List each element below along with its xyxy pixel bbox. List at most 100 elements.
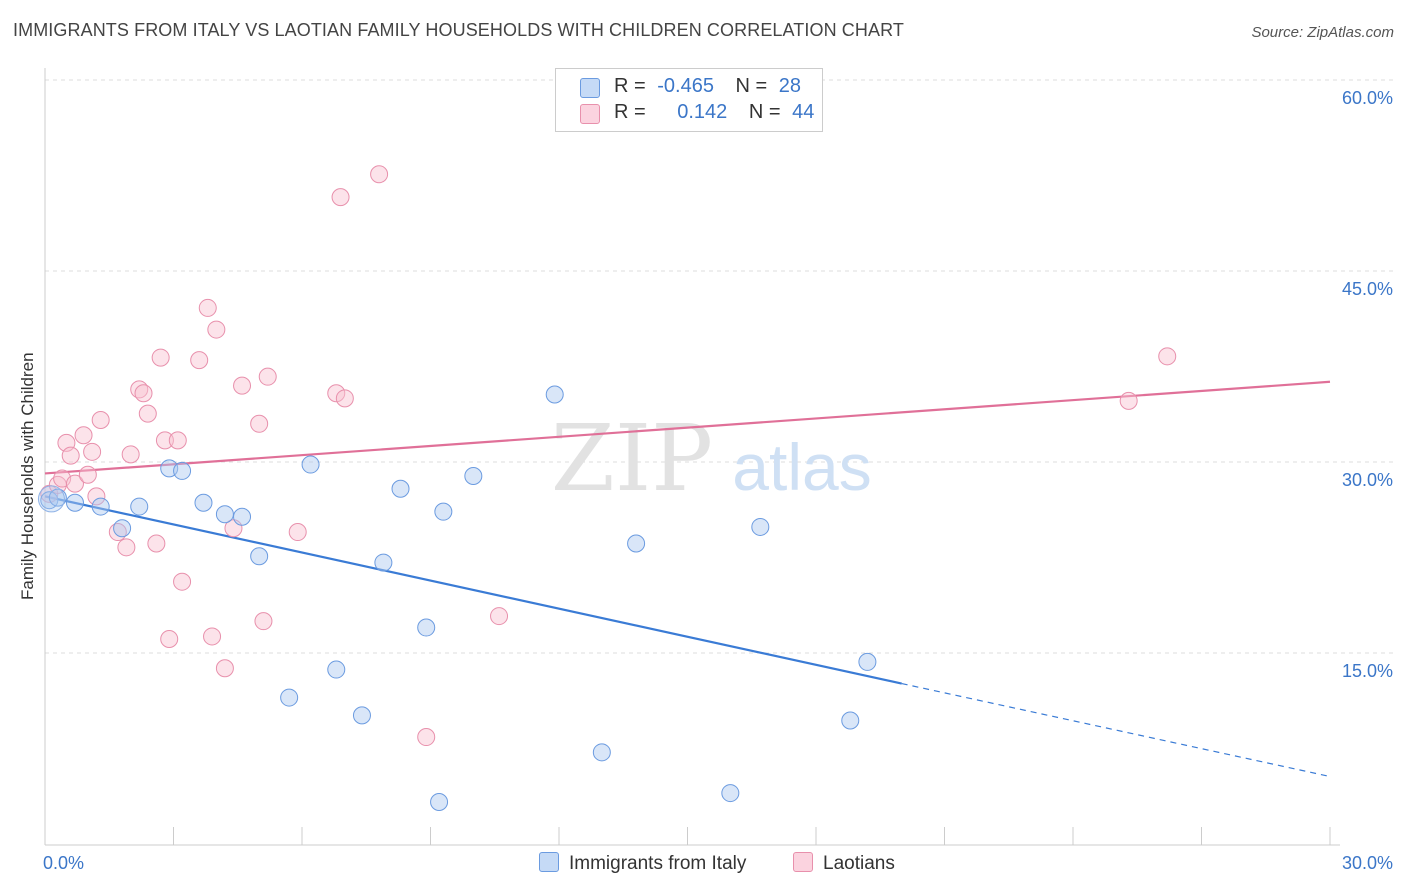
data-point-laotians	[258, 367, 277, 386]
stats-n-value: 28	[778, 75, 802, 97]
y-tick-label: 60.0%	[1342, 88, 1393, 108]
data-point-italy	[130, 497, 149, 516]
data-point-italy	[48, 488, 67, 507]
data-point-laotians	[370, 165, 389, 184]
source-label: Source: ZipAtlas.com	[1251, 24, 1394, 41]
stats-swatch-italy	[580, 78, 600, 98]
stats-r-value: -0.465	[657, 75, 714, 97]
legend-item-laotians[interactable]: Laotians	[793, 852, 895, 875]
data-point-italy	[352, 706, 371, 725]
data-point-laotians	[151, 348, 170, 367]
y-tick-label: 45.0%	[1342, 279, 1393, 299]
data-point-laotians	[160, 629, 179, 648]
point-layer	[37, 165, 1177, 811]
data-point-italy	[215, 505, 234, 524]
data-point-laotians	[327, 384, 346, 403]
legend-swatch-italy	[539, 852, 559, 872]
data-point-laotians	[190, 351, 209, 370]
data-point-italy	[194, 493, 213, 512]
data-point-italy	[374, 553, 393, 572]
data-point-italy	[65, 493, 84, 512]
x-tick-label: 0.0%	[43, 853, 84, 873]
trend-line-italy-extension	[901, 682, 1331, 778]
data-point-laotians	[168, 431, 187, 450]
trend-layer	[44, 380, 1331, 778]
stats-n-label: N =	[748, 101, 781, 123]
x-tick-label: 30.0%	[1342, 853, 1393, 873]
data-point-laotians	[335, 389, 354, 408]
stats-n-label: N =	[735, 75, 768, 97]
data-point-italy	[233, 507, 252, 526]
data-point-laotians	[490, 607, 509, 626]
data-point-italy	[592, 743, 611, 762]
legend-swatch-laotians	[793, 852, 813, 872]
data-point-italy	[250, 547, 269, 566]
data-point-italy-cluster	[37, 485, 65, 513]
data-point-laotians	[134, 384, 153, 403]
stats-swatch-laotians	[580, 104, 600, 124]
data-point-laotians	[83, 442, 102, 461]
watermark-atlas: atlas	[732, 430, 871, 504]
data-point-laotians	[250, 414, 269, 433]
data-point-italy	[280, 688, 299, 707]
data-point-italy	[327, 660, 346, 679]
data-point-laotians	[91, 410, 110, 429]
data-point-laotians	[78, 465, 97, 484]
stats-r-label: R =	[614, 75, 646, 97]
data-point-laotians	[233, 376, 252, 395]
legend-label-italy: Immigrants from Italy	[569, 853, 747, 874]
data-point-laotians	[254, 612, 273, 631]
watermark-zip: ZIP	[551, 405, 713, 512]
data-point-italy	[430, 792, 449, 811]
data-point-italy	[391, 479, 410, 498]
data-point-italy	[464, 467, 483, 486]
data-point-laotians	[173, 572, 192, 591]
data-point-italy	[91, 497, 110, 516]
data-point-laotians	[147, 534, 166, 553]
data-point-italy	[858, 652, 877, 671]
stats-n-value: 44	[792, 101, 815, 123]
data-point-laotians	[87, 487, 106, 506]
stats-r-label: R =	[614, 101, 646, 123]
y-axis-label: Family Households with Children	[18, 352, 37, 600]
data-point-italy	[627, 534, 646, 553]
data-point-laotians	[65, 474, 84, 493]
data-point-laotians	[215, 659, 234, 678]
data-point-laotians	[117, 538, 136, 557]
trend-line-laotians	[44, 380, 1331, 475]
stats-r-value: 0.142	[677, 101, 728, 123]
data-point-laotians	[288, 523, 307, 542]
data-point-italy	[417, 618, 436, 637]
data-point-laotians	[74, 426, 93, 445]
axis-layer: 15.0% 30.0% 45.0% 60.0% 0.0% 30.0%	[43, 68, 1393, 873]
grid-layer	[45, 79, 1395, 654]
data-point-italy	[751, 517, 770, 536]
data-point-italy	[113, 519, 132, 538]
data-point-laotians	[417, 728, 436, 747]
data-point-laotians	[331, 188, 350, 207]
data-point-laotians	[207, 320, 226, 339]
data-point-italy	[841, 711, 860, 730]
data-point-laotians	[155, 431, 174, 450]
y-tick-label: 15.0%	[1342, 661, 1393, 681]
y-tick-label: 30.0%	[1342, 470, 1393, 490]
data-point-laotians	[1119, 391, 1138, 410]
data-point-laotians	[1158, 347, 1177, 366]
data-point-italy	[545, 385, 564, 404]
legend-label-laotians: Laotians	[823, 853, 895, 874]
legend-item-italy[interactable]: Immigrants from Italy	[539, 852, 746, 875]
data-point-laotians	[61, 446, 80, 465]
data-point-italy	[173, 461, 192, 480]
data-point-laotians	[203, 627, 222, 646]
data-point-laotians	[121, 445, 140, 464]
stats-legend: R = -0.465 N = 28 R = 0.142 N = 44	[555, 68, 823, 132]
data-point-italy	[434, 502, 453, 521]
data-point-italy	[721, 784, 740, 803]
chart-title: IMMIGRANTS FROM ITALY VS LAOTIAN FAMILY …	[13, 20, 904, 40]
data-point-laotians	[198, 298, 217, 317]
watermark: ZIP atlas	[551, 405, 872, 512]
data-point-laotians	[138, 404, 157, 423]
data-point-italy	[301, 455, 320, 474]
trend-line-italy	[44, 495, 902, 685]
